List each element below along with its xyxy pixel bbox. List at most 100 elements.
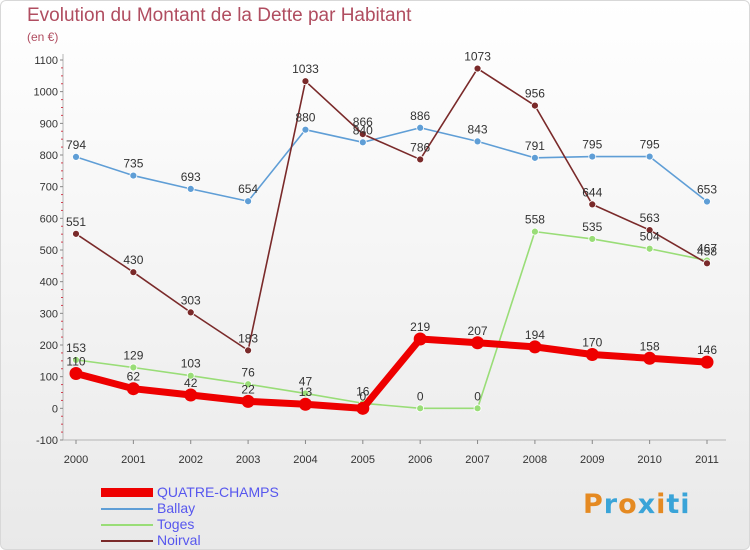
legend-label: QUATRE-CHAMPS (157, 484, 279, 500)
data-label-ballay: 693 (181, 170, 201, 184)
data-label-quatre-champs: 62 (127, 370, 141, 384)
data-point-noirval (129, 268, 138, 277)
y-tick-label: 700 (40, 182, 58, 194)
data-label-ballay: 843 (468, 122, 488, 136)
data-label-quatre-champs: 110 (66, 355, 85, 369)
data-point-quatre-champs (528, 340, 542, 354)
data-point-noirval (358, 130, 367, 139)
legend-item: Toges (101, 516, 361, 533)
x-tick-label: 2004 (293, 454, 317, 466)
y-tick-label: 100 (40, 372, 58, 384)
data-label-noirval: 183 (238, 331, 258, 345)
data-point-noirval (703, 259, 711, 268)
proxiti-logo: Proxiti (583, 489, 691, 520)
data-label-ballay: 795 (640, 138, 660, 152)
legend-item: Ballay (101, 500, 361, 517)
data-label-noirval: 551 (66, 215, 86, 229)
data-label-noirval: 1033 (292, 62, 319, 76)
data-label-noirval: 644 (582, 185, 602, 199)
data-point-quatre-champs (643, 351, 657, 365)
legend-item: Noirval (101, 532, 361, 549)
y-tick-label: 400 (40, 277, 58, 289)
data-label-quatre-champs: 0 (359, 389, 366, 403)
data-point-ballay (531, 153, 539, 162)
data-point-toges (645, 244, 654, 253)
data-label-noirval: 786 (410, 140, 430, 154)
legend-label: Ballay (157, 500, 196, 516)
x-tick-label: 2007 (465, 454, 489, 466)
data-point-quatre-champs (700, 355, 714, 369)
y-tick-label: 1000 (34, 87, 58, 99)
data-label-ballay: 653 (697, 183, 717, 197)
y-tick-label: -100 (36, 435, 58, 447)
legend-label: Noirval (157, 532, 201, 548)
x-tick-label: 2006 (408, 454, 432, 466)
data-label-quatre-champs: 207 (468, 324, 488, 338)
data-label-quatre-champs: 42 (184, 376, 198, 390)
data-label-toges: 129 (123, 348, 143, 362)
legend-swatch (101, 540, 153, 542)
y-tick-label: 800 (40, 150, 58, 162)
y-tick-label: 500 (40, 245, 58, 257)
data-point-quatre-champs (126, 382, 140, 396)
legend-item: QUATRE-CHAMPS (101, 484, 361, 501)
series-line-ballay (75, 126, 708, 203)
x-tick-label: 2008 (523, 454, 547, 466)
x-tick-label: 2001 (121, 454, 145, 466)
y-tick-label: 600 (40, 213, 58, 225)
series-line-toges (75, 230, 708, 410)
data-point-ballay (588, 152, 597, 161)
data-label-toges: 0 (417, 389, 424, 403)
data-point-noirval (72, 229, 80, 238)
legend-swatch (101, 508, 153, 510)
data-label-toges: 16 (356, 384, 370, 398)
x-tick-label: 2000 (64, 454, 88, 466)
data-point-toges (416, 404, 425, 413)
data-point-ballay (186, 184, 195, 193)
data-point-toges (186, 371, 195, 380)
data-point-quatre-champs (356, 401, 370, 415)
data-point-ballay (358, 138, 367, 147)
data-point-toges (588, 235, 597, 243)
x-tick-label: 2003 (236, 454, 260, 466)
chart-subtitle: (en €) (27, 30, 59, 44)
data-point-quatre-champs (585, 348, 599, 361)
data-label-ballay: 654 (238, 182, 258, 196)
data-label-ballay: 880 (295, 111, 315, 125)
data-point-quatre-champs (298, 397, 312, 411)
data-point-quatre-champs (241, 394, 255, 408)
data-label-noirval: 956 (525, 87, 545, 101)
data-point-noirval (645, 226, 654, 234)
data-label-ballay: 886 (410, 109, 430, 123)
data-point-noirval (531, 101, 539, 110)
data-point-toges (531, 227, 539, 236)
data-label-noirval: 1073 (464, 50, 491, 64)
data-point-toges (301, 389, 310, 398)
data-point-quatre-champs (471, 336, 485, 350)
data-label-toges: 76 (241, 365, 255, 379)
data-label-quatre-champs: 22 (241, 382, 255, 396)
data-label-toges: 504 (640, 230, 660, 244)
data-label-quatre-champs: 219 (410, 320, 430, 334)
data-point-ballay (473, 137, 482, 146)
data-point-noirval (416, 155, 425, 164)
data-point-quatre-champs (184, 388, 198, 402)
chart-title: Evolution du Montant de la Dette par Hab… (27, 5, 412, 26)
data-point-ballay (416, 123, 425, 132)
data-point-noirval (473, 64, 482, 73)
data-label-toges: 558 (525, 213, 545, 227)
legend-label: Toges (157, 516, 195, 532)
data-label-noirval: 430 (123, 253, 143, 267)
y-tick-label: 200 (40, 340, 58, 352)
data-label-ballay: 840 (353, 123, 373, 137)
data-point-noirval (244, 346, 252, 355)
data-label-ballay: 791 (525, 139, 545, 153)
data-label-toges: 47 (299, 374, 313, 388)
data-point-ballay (645, 152, 654, 161)
x-tick-label: 2002 (178, 454, 202, 466)
data-label-ballay: 794 (66, 138, 86, 152)
data-point-noirval (588, 200, 597, 209)
data-point-toges (473, 404, 482, 413)
data-label-toges: 153 (66, 341, 86, 355)
